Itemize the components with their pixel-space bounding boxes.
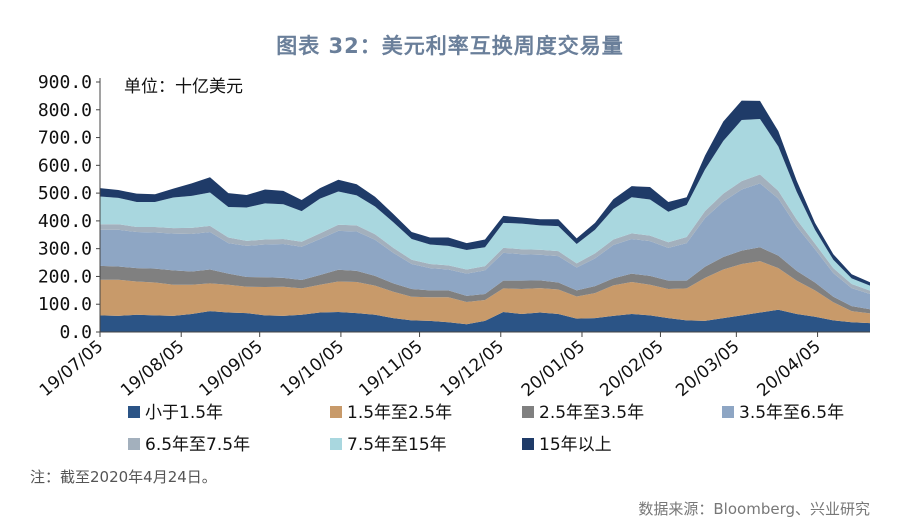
x-tick-label: 20/03/05 [672, 337, 743, 401]
y-tick-label: 100.0 [38, 294, 92, 315]
area-series [100, 247, 870, 314]
legend-label: 3.5年至6.5年 [739, 403, 844, 423]
x-tick-label: 19/10/05 [277, 337, 348, 401]
y-tick-label: 200.0 [38, 266, 92, 287]
legend-swatch [330, 438, 342, 450]
y-tick-label: 300.0 [38, 239, 92, 260]
data-source: 数据来源：Bloomberg、兴业研究 [638, 500, 870, 518]
legend-swatch [330, 406, 342, 418]
y-tick-label: 0.0 [59, 322, 92, 343]
legend-swatch [522, 406, 534, 418]
legend-label: 2.5年至3.5年 [539, 403, 644, 423]
legend-label: 1.5年至2.5年 [347, 403, 452, 423]
area-series [100, 100, 870, 286]
x-tick-label: 19/11/05 [355, 337, 426, 401]
x-tick-label: 19/08/05 [117, 337, 188, 401]
legend: 小于1.5年 1.5年至2.5年 2.5年至3.5年 3.5年至6.5年 6.5年至7.… [128, 403, 844, 455]
y-axis: 0.0 100.0 200.0 300.0 400.0 500.0 600.0 700.0 80… [38, 72, 100, 343]
x-tick-label: 19/12/05 [437, 337, 508, 401]
area-series [100, 118, 870, 291]
chart-title: 图表 32：美元利率互换周度交易量 [276, 34, 624, 58]
x-tick-label: 20/04/05 [753, 337, 824, 401]
legend-swatch [722, 406, 734, 418]
y-tick-label: 800.0 [38, 100, 92, 121]
x-tick-label: 20/01/05 [518, 337, 589, 401]
legend-swatch [522, 438, 534, 450]
legend-label: 15年以上 [539, 435, 612, 455]
legend-label: 7.5年至15年 [347, 435, 447, 455]
y-tick-label: 400.0 [38, 211, 92, 232]
legend-label: 6.5年至7.5年 [145, 435, 250, 455]
x-tick-label: 19/09/05 [196, 337, 267, 401]
footnote: 注：截至2020年4月24日。 [30, 468, 217, 486]
legend-swatch [128, 438, 140, 450]
y-tick-label: 500.0 [38, 183, 92, 204]
x-tick-label: 19/07/05 [36, 337, 107, 401]
y-tick-label: 600.0 [38, 155, 92, 176]
y-tick-label: 700.0 [38, 128, 92, 149]
axes [99, 78, 870, 333]
area-series [100, 174, 870, 294]
x-tick-label: 20/02/05 [596, 337, 667, 401]
unit-label: 单位：十亿美元 [124, 77, 243, 97]
stacked-areas [100, 100, 870, 332]
y-tick-label: 900.0 [38, 72, 92, 93]
legend-label: 小于1.5年 [145, 403, 223, 423]
area-series [100, 183, 870, 310]
legend-swatch [128, 406, 140, 418]
area-series [100, 261, 870, 325]
x-axis: 19/07/05 19/08/05 19/09/05 19/10/05 19/11/05… [36, 332, 825, 401]
